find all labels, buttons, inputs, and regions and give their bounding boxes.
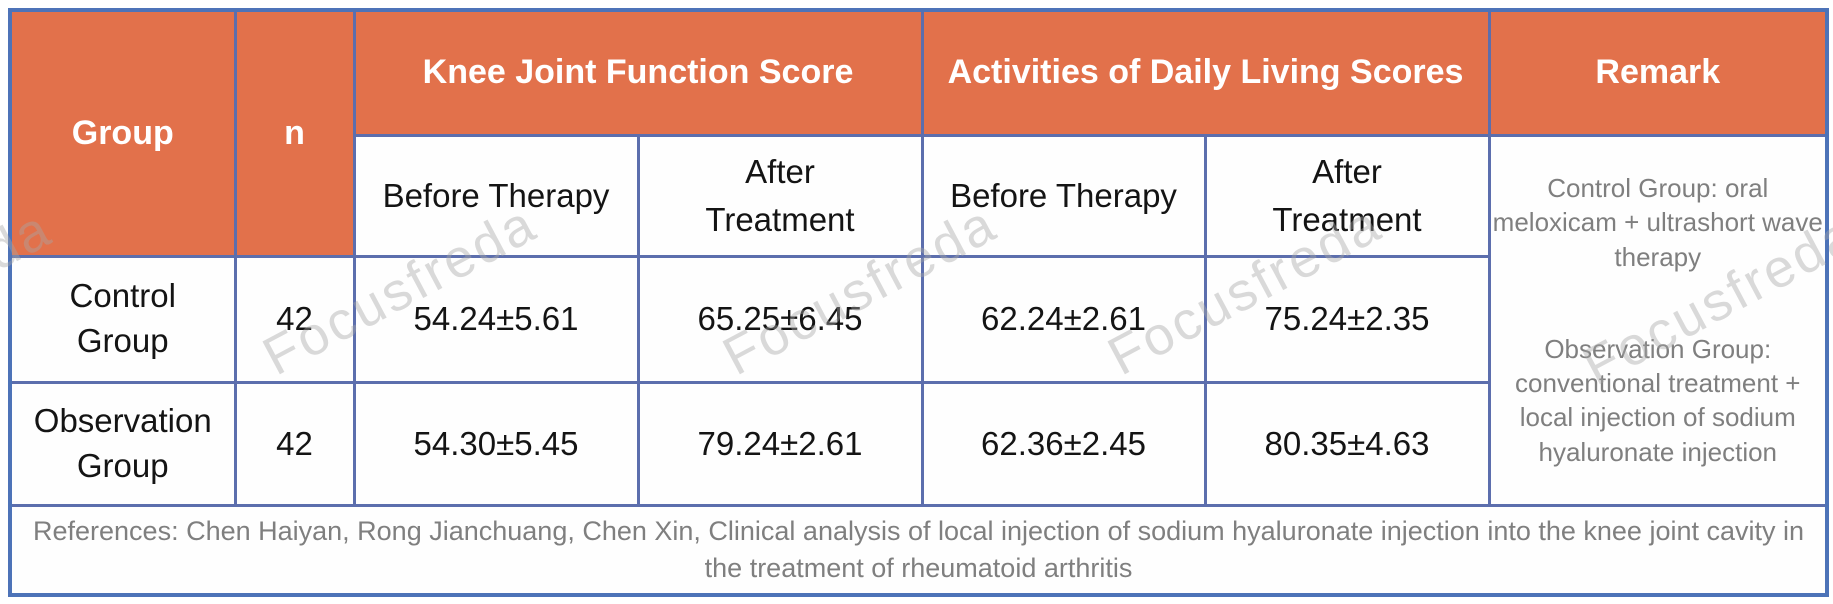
- control-adl-before-cell: 62.24±2.61: [920, 254, 1207, 384]
- observation-group-name-cell: Observation Group: [8, 380, 237, 507]
- knee-joint-score-header: Knee Joint Function Score: [352, 8, 924, 137]
- adl-scores-header: Activities of Daily Living Scores: [920, 8, 1491, 137]
- observation-n-cell: 42: [233, 380, 356, 507]
- n-column-header: n: [233, 8, 356, 258]
- header-row: Group n Knee Joint Function Score Activi…: [8, 8, 1829, 258]
- remark-observation-group-text: Observation Group: conventional treatmen…: [1515, 333, 1801, 467]
- subheader-adl-before: Before Therapy: [920, 133, 1207, 258]
- subheader-adl-after-label: After Treatment: [1272, 152, 1422, 238]
- remark-column-header: Remark: [1487, 8, 1829, 137]
- remark-content-cell: Control Group: oral meloxicam + ultrasho…: [1487, 133, 1829, 507]
- subheader-row: Before Therapy After Treatment Before Th…: [10, 133, 1829, 507]
- observation-adl-after-cell: 80.35±4.63: [1203, 380, 1491, 507]
- control-knee-before-cell: 54.24±5.61: [352, 254, 640, 384]
- observation-knee-after-cell: 79.24±2.61: [636, 380, 924, 507]
- subheader-knee-before: Before Therapy: [352, 133, 640, 258]
- subheader-knee-after: After Treatment: [636, 133, 924, 258]
- control-knee-after-cell: 65.25±6.45: [636, 254, 924, 384]
- remark-control-group-text: Control Group: oral meloxicam + ultrasho…: [1492, 172, 1823, 272]
- control-group-name-cell: Control Group: [8, 254, 237, 384]
- therapy-scores-table: Group n Knee Joint Function Score Activi…: [8, 8, 1830, 597]
- subheader-knee-before-label: Before Therapy: [382, 176, 610, 214]
- subheader-adl-before-label: Before Therapy: [950, 176, 1177, 214]
- observation-knee-before-cell: 54.30±5.45: [352, 380, 640, 507]
- references-row: References: Chen Haiyan, Rong Jianchuang…: [8, 503, 1829, 597]
- subheader-knee-after-label: After Treatment: [705, 152, 855, 238]
- observation-adl-before-cell: 62.36±2.45: [920, 380, 1207, 507]
- table-row-control: Control Group 42 54.24±5.61 65.25±6.45 6…: [8, 254, 1827, 384]
- control-adl-after-cell: 75.24±2.35: [1203, 254, 1491, 384]
- references-text: References: Chen Haiyan, Rong Jianchuang…: [8, 503, 1829, 597]
- table-row-observation: Observation Group 42 54.30±5.45 79.24±2.…: [8, 380, 1827, 507]
- control-group-name: Control Group: [69, 277, 176, 359]
- observation-group-name: Observation Group: [33, 401, 212, 484]
- subheader-adl-after: After Treatment: [1203, 133, 1491, 258]
- control-n-cell: 42: [233, 254, 356, 384]
- group-column-header: Group: [8, 8, 237, 258]
